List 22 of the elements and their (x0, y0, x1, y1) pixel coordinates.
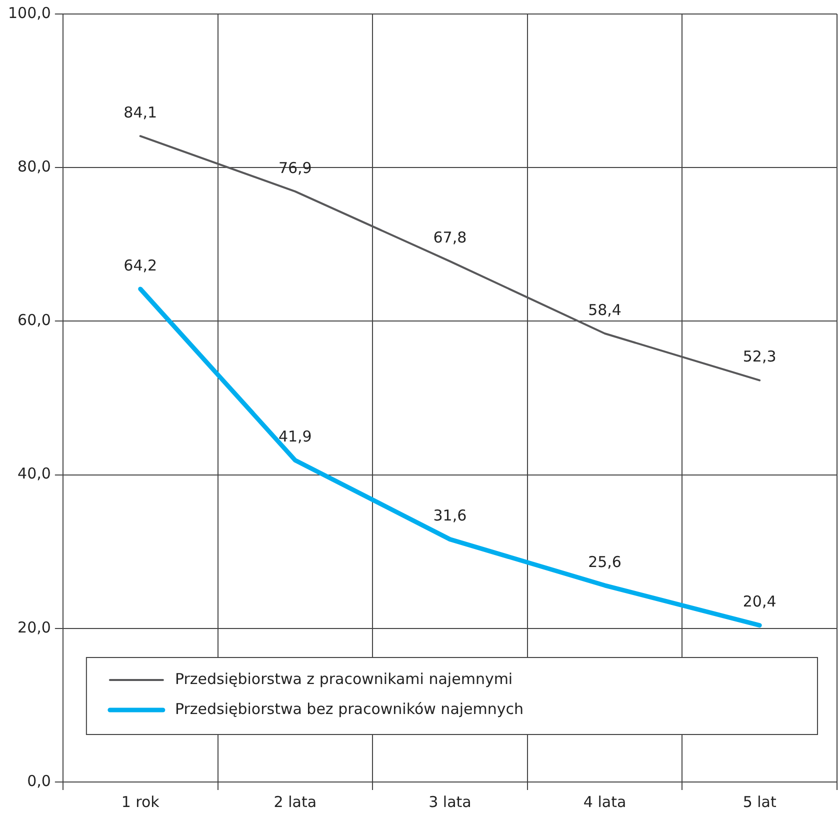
x-tick-label: 5 lat (742, 792, 776, 811)
x-tick-label: 1 rok (121, 792, 160, 811)
data-label: 84,1 (124, 104, 158, 122)
y-tick-label: 40,0 (18, 464, 51, 483)
data-label: 20,4 (742, 592, 776, 611)
legend-label: Przedsiębiorstwa z pracownikami najemnymi (174, 670, 513, 688)
data-label: 31,6 (433, 506, 467, 525)
data-label: 58,4 (588, 300, 622, 319)
data-label: 64,2 (124, 256, 158, 274)
x-tick-label: 3 lata (428, 792, 472, 811)
y-tick-label: 0,0 (27, 772, 51, 790)
y-tick-label: 60,0 (18, 311, 51, 330)
legend-label: Przedsiębiorstwa bez pracowników najemnych (174, 700, 524, 718)
y-tick-label: 80,0 (18, 157, 51, 176)
y-tick-label: 20,0 (18, 618, 51, 636)
data-label: 52,3 (742, 348, 776, 366)
data-label: 67,8 (433, 228, 467, 247)
x-tick-label: 2 lata (274, 792, 317, 811)
data-label: 25,6 (588, 552, 622, 571)
x-tick-label: 4 lata (583, 792, 626, 811)
data-label: 41,9 (278, 428, 312, 446)
y-tick-label: 100,0 (8, 4, 51, 22)
